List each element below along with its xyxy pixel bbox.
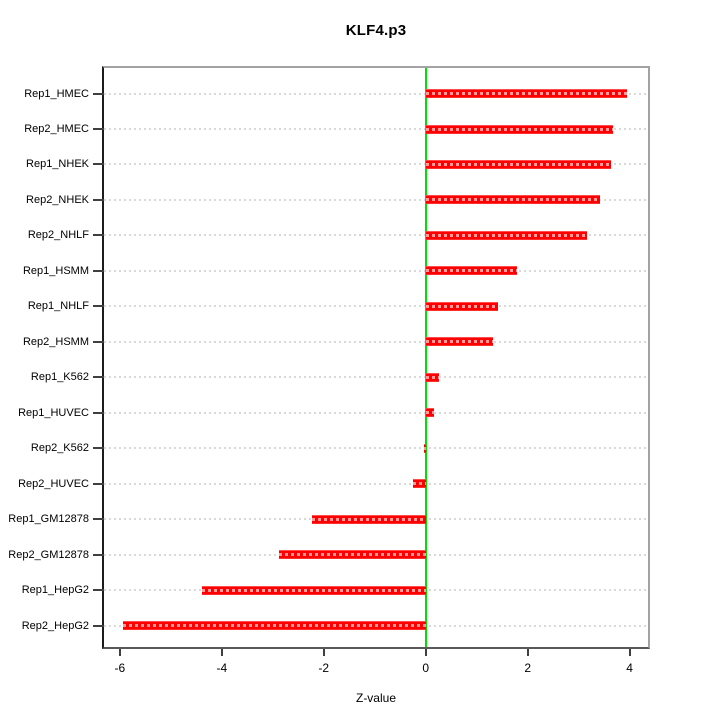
x-tick-mark <box>424 649 427 656</box>
gridline <box>104 269 648 272</box>
y-tick-label-Rep1_GM12878: Rep1_GM12878 <box>8 513 89 526</box>
y-tick-mark <box>93 589 104 592</box>
y-tick-label-Rep2_HSMM: Rep2_HSMM <box>22 335 89 348</box>
zero-line-layer <box>104 68 648 647</box>
bar-grid-overlay <box>413 482 426 486</box>
gridline <box>104 447 648 450</box>
bar-Rep1_HMEC <box>425 89 628 98</box>
bar-grid-overlay <box>425 162 611 166</box>
y-tick-mark <box>93 128 104 130</box>
y-tick-label-Rep1_HepG2: Rep1_HepG2 <box>21 584 89 597</box>
bar-Rep2_HMEC <box>425 124 614 134</box>
y-tick-mark <box>93 482 104 485</box>
y-tick-label-Rep2_HUVEC: Rep2_HUVEC <box>18 477 89 490</box>
x-tick-mark <box>220 649 223 656</box>
gridline <box>104 92 648 95</box>
x-tick-label-0: 0 <box>422 661 430 675</box>
plot-area <box>102 66 650 649</box>
y-tick-mark <box>93 198 104 201</box>
y-tick-label-Rep1_HSMM: Rep1_HSMM <box>22 264 89 277</box>
gridline <box>104 411 648 414</box>
bar-Rep1_HSMM <box>425 266 518 276</box>
bar-Rep1_HUVEC <box>425 408 434 418</box>
bar-grid-overlay <box>425 411 434 415</box>
x-axis-title: Z-value <box>355 691 396 705</box>
y-tick-mark <box>93 305 104 308</box>
y-tick-mark <box>93 447 104 450</box>
y-tick-label-Rep1_NHEK: Rep1_NHEK <box>26 158 89 171</box>
gridline <box>104 376 648 379</box>
bar-Rep1_K562 <box>425 372 440 382</box>
x-tick-mark <box>628 649 631 656</box>
y-tick-mark <box>93 411 104 414</box>
bar-grid-overlay <box>425 269 518 273</box>
zero-reference-line <box>424 68 427 647</box>
bar-Rep2_HUVEC <box>413 479 426 489</box>
bar-Rep2_NHLF <box>425 230 588 240</box>
gridline <box>104 234 648 237</box>
y-tick-label-Rep2_HepG2: Rep2_HepG2 <box>21 619 89 632</box>
bar-grid-overlay <box>425 233 588 237</box>
x-tick-label-2: 2 <box>524 661 532 675</box>
bar-Rep1_GM12878 <box>312 514 426 524</box>
bar-grid-overlay <box>423 446 426 450</box>
y-tick-mark <box>93 624 104 627</box>
y-tick-label-Rep2_HMEC: Rep2_HMEC <box>24 123 89 135</box>
y-tick-mark <box>93 163 104 166</box>
gridline <box>104 163 648 166</box>
gridline <box>104 198 648 201</box>
gridline <box>104 482 648 485</box>
y-tick-mark <box>93 376 104 379</box>
bar-grid-overlay <box>425 198 600 202</box>
bar-Rep2_GM12878 <box>279 550 426 560</box>
y-tick-label-Rep1_K562: Rep1_K562 <box>30 371 89 384</box>
y-tick-label-Rep1_NHLF: Rep1_NHLF <box>27 300 89 313</box>
x-tick-label--4: -4 <box>216 661 228 675</box>
bar-grid-overlay <box>425 340 494 344</box>
x-tick-mark <box>118 649 121 656</box>
bar-Rep1_NHLF <box>425 301 499 311</box>
y-tick-label-Rep1_HUVEC: Rep1_HUVEC <box>18 406 89 419</box>
gridline <box>104 340 648 343</box>
y-tick-mark <box>93 234 104 237</box>
bar-grid-overlay <box>425 92 628 95</box>
bar-grid-overlay <box>425 304 499 308</box>
chart-title: KLF4.p3 <box>345 22 407 39</box>
bar-grid-overlay <box>279 553 426 557</box>
bar-Rep1_NHEK <box>425 159 611 169</box>
x-tick-label--6: -6 <box>114 661 126 675</box>
y-tick-label-Rep2_NHEK: Rep2_NHEK <box>26 193 89 206</box>
y-tick-mark <box>93 553 104 556</box>
y-tick-mark <box>93 340 104 343</box>
x-tick-mark <box>526 649 529 656</box>
y-tick-label-Rep2_GM12878: Rep2_GM12878 <box>8 548 89 561</box>
x-tick-label--2: -2 <box>318 661 330 675</box>
bar-Rep1_HepG2 <box>201 585 426 595</box>
x-tick-mark <box>322 649 325 656</box>
y-tick-mark <box>93 269 104 272</box>
bar-grid-overlay <box>123 624 426 627</box>
bar-Rep2_NHEK <box>425 195 600 205</box>
bars-layer <box>104 68 648 647</box>
y-tick-mark <box>93 92 104 95</box>
bar-grid-overlay <box>425 127 614 131</box>
x-tick-label-4: 4 <box>626 661 633 675</box>
y-tick-label-Rep2_NHLF: Rep2_NHLF <box>27 229 89 242</box>
y-tick-label-Rep2_K562: Rep2_K562 <box>30 442 89 455</box>
bar-grid-overlay <box>425 375 440 379</box>
bar-grid-overlay <box>312 517 426 521</box>
gridline <box>104 305 648 308</box>
y-tick-mark <box>93 518 104 521</box>
bar-grid-overlay <box>201 588 426 592</box>
bar-Rep2_K562 <box>423 443 426 453</box>
y-tick-label-Rep1_HMEC: Rep1_HMEC <box>24 87 89 100</box>
gridline <box>104 128 648 130</box>
bar-Rep2_HepG2 <box>123 621 426 630</box>
bar-Rep2_HSMM <box>425 337 494 347</box>
